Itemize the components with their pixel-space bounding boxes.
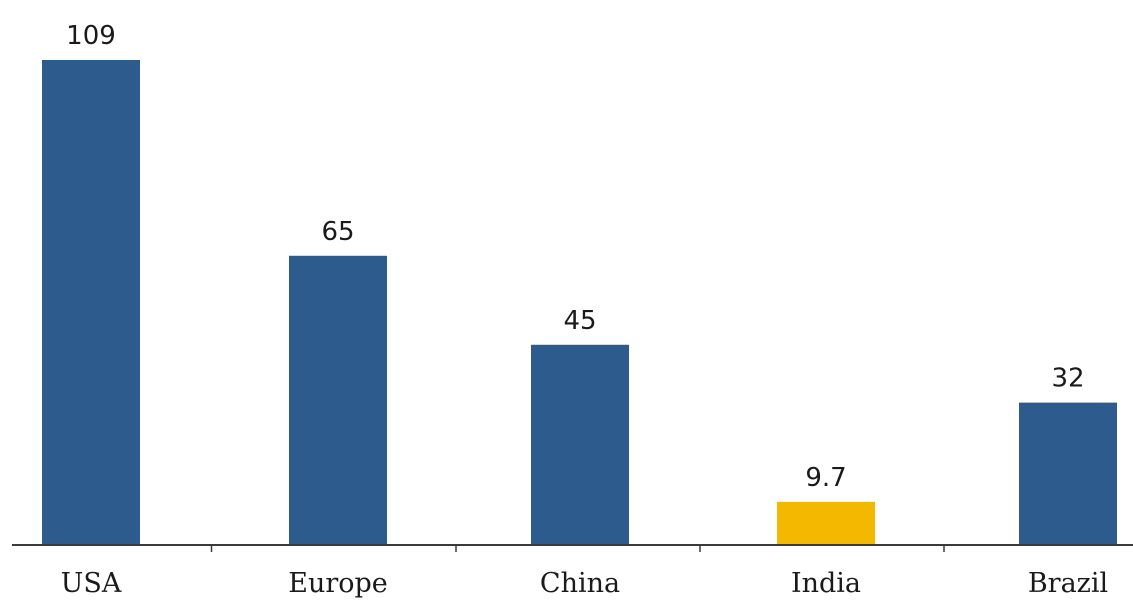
value-label-brazil: 32 <box>1051 364 1084 394</box>
bar-usa <box>42 60 140 545</box>
bar-europe <box>289 255 387 545</box>
value-label-europe: 65 <box>321 217 354 247</box>
bars-layer <box>42 60 1117 545</box>
category-label-china: China <box>540 568 620 599</box>
value-label-usa: 109 <box>66 21 116 51</box>
category-label-brazil: Brazil <box>1028 568 1108 599</box>
category-label-india: India <box>791 568 861 599</box>
bar-brazil <box>1019 402 1117 545</box>
value-labels-layer: 109 65 45 9.7 32 <box>66 21 1084 493</box>
value-label-china: 45 <box>563 306 596 336</box>
x-axis-tick-labels: USA Europe China India Brazil <box>61 568 1109 599</box>
category-label-europe: Europe <box>288 568 388 599</box>
bar-china <box>531 344 629 545</box>
category-label-usa: USA <box>61 568 122 599</box>
value-label-india: 9.7 <box>805 463 846 493</box>
x-axis-ticks <box>210 545 945 552</box>
bar-india <box>777 501 875 545</box>
